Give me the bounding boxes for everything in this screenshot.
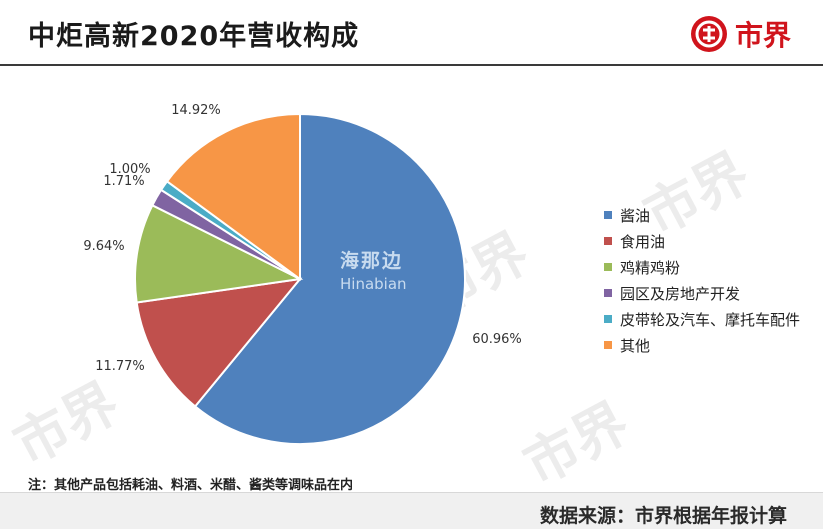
center-watermark-en: Hinabian: [340, 275, 407, 293]
header-divider: [0, 64, 823, 66]
legend-entry: 酱油: [604, 202, 800, 228]
pie-slice: [135, 277, 303, 408]
legend: 酱油食用油鸡精鸡粉园区及房地产开发皮带轮及汽车、摩托车配件 其他: [604, 202, 800, 358]
legend-swatch: [604, 237, 612, 245]
header: 中炬高新2020年营收构成 市界: [0, 0, 823, 68]
legend-swatch: [604, 289, 612, 297]
footer-bar: 数据来源：市界根据年报计算: [0, 492, 823, 529]
legend-swatch: [604, 211, 612, 219]
footnote: 注：其他产品包括耗油、料酒、米醋、酱类等调味品在内: [28, 478, 354, 493]
pie-slice: [193, 112, 466, 445]
legend-label: 食用油: [620, 232, 666, 251]
data-source: 数据来源：市界根据年报计算: [539, 505, 787, 527]
legend-label: 皮带轮及汽车、摩托车配件: [620, 310, 801, 329]
legend-swatch: [604, 315, 612, 323]
brand-logo: 市界: [689, 14, 791, 54]
legend-label: 鸡精鸡粉: [620, 258, 681, 277]
legend-label: 园区及房地产开发: [620, 284, 741, 303]
data-label: 9.64%: [83, 239, 124, 254]
legend-swatch: [604, 263, 612, 271]
legend-entry: 园区及房地产开发: [604, 280, 800, 306]
data-label: 11.77%: [95, 359, 145, 374]
pie-slice: [134, 203, 304, 304]
center-watermark-cn: 海那边: [340, 250, 404, 272]
legend-entry: 食用油: [604, 228, 800, 254]
brand-name: 市界: [734, 19, 791, 52]
data-label: 60.96%: [472, 332, 522, 347]
legend-entry: 其他: [604, 332, 800, 358]
legend-entry: 皮带轮及汽车、摩托车配件: [604, 306, 800, 332]
pie-chart: 60.96% 11.77% 9.64% 1.71%1.00% 14.92%: [83, 103, 522, 445]
center-watermark: 海那边 Hinabian: [340, 246, 407, 293]
data-label: 1.00%: [109, 162, 150, 177]
legend-entry: 鸡精鸡粉: [604, 254, 800, 280]
data-label: 1.71%: [103, 174, 144, 189]
legend-swatch: [604, 341, 612, 349]
chart-title: 中炬高新2020年营收构成: [28, 21, 360, 52]
pie-slice: [165, 112, 301, 281]
legend-label: 酱油: [620, 206, 651, 225]
legend-label: 其他: [620, 336, 651, 355]
data-label: 14.92%: [171, 103, 221, 118]
brand-icon: [690, 16, 727, 52]
